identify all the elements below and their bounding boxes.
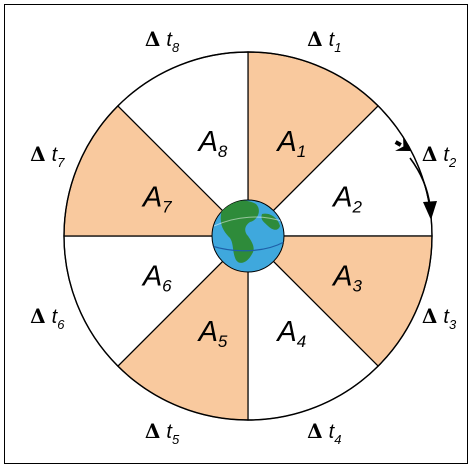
earth-icon	[211, 199, 285, 273]
sector-label-7: A7	[141, 182, 172, 217]
sector-labels: A1 A2 A3 A4 A5 A6 A7 A8	[141, 126, 363, 351]
sector-label-6: A6	[141, 260, 172, 295]
sector-label-2: A2	[331, 182, 362, 217]
sector-label-5: A5	[197, 316, 228, 351]
sector-label-8: A8	[197, 126, 228, 161]
sector-label-1: A1	[275, 126, 306, 161]
satellite-icon	[394, 137, 412, 151]
sector-label-4: A4	[275, 316, 306, 351]
orbit-circle	[63, 51, 433, 421]
orbit-direction-arrow-icon	[409, 157, 437, 220]
sectors	[63, 51, 433, 421]
sector-label-3: A3	[331, 260, 362, 295]
